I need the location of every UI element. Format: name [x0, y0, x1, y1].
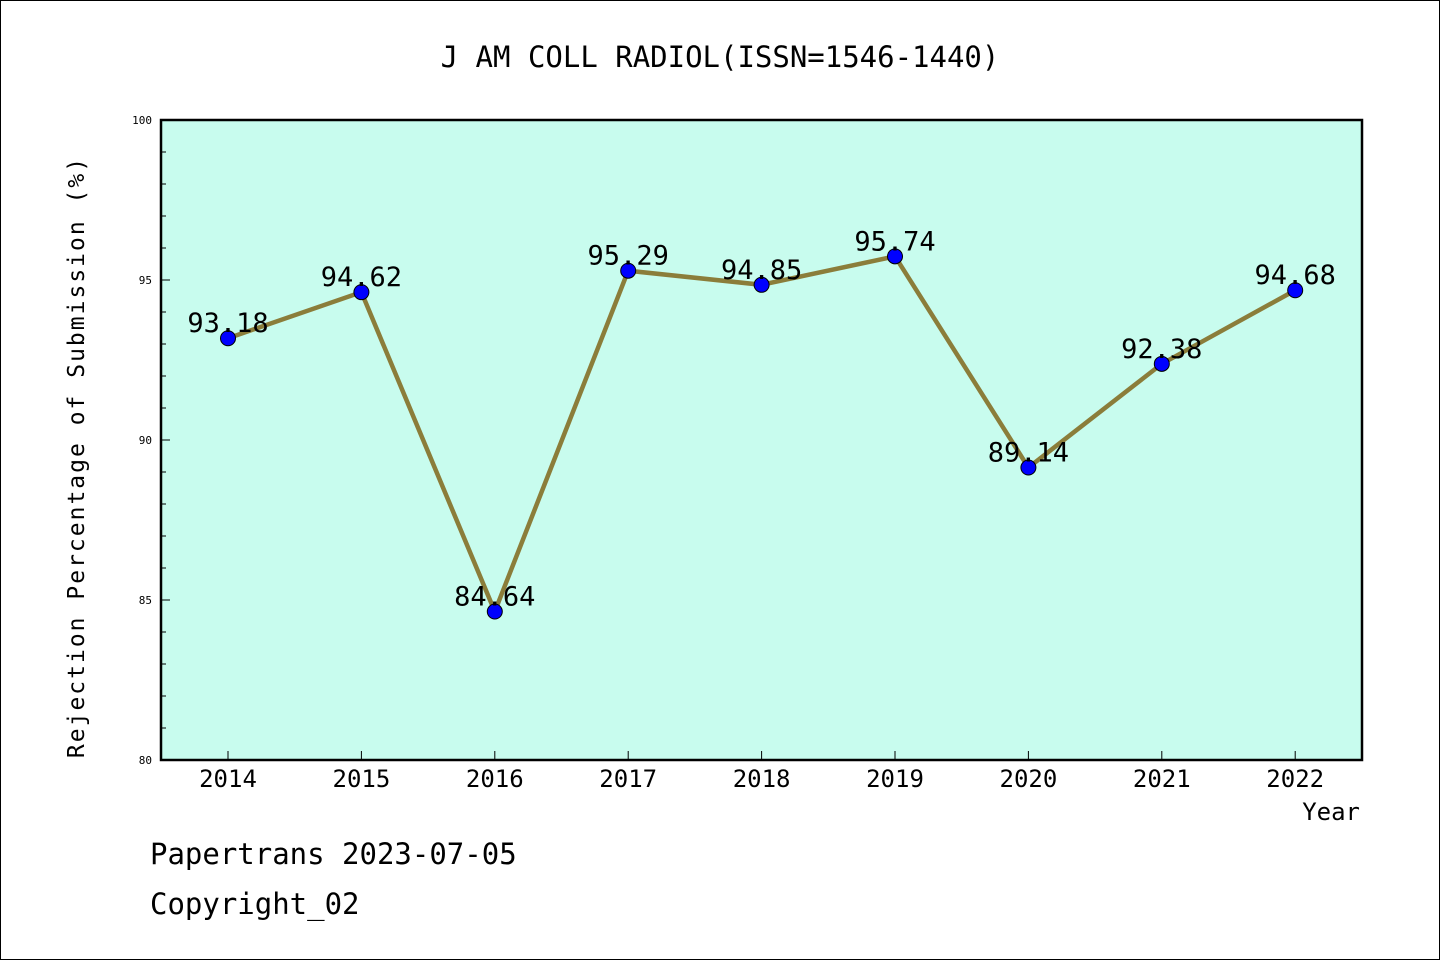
y-tick-label: 90 — [139, 434, 152, 447]
x-tick-label: 2019 — [866, 765, 924, 793]
y-axis-label: Rejection Percentage of Submission (%) — [64, 156, 90, 758]
data-point-marker — [1020, 459, 1037, 476]
series-markers — [220, 248, 1304, 620]
x-tick-label: 2022 — [1266, 765, 1324, 793]
data-point-marker — [620, 262, 637, 279]
x-tick-label: 2020 — [1000, 765, 1058, 793]
y-tick-label: 95 — [139, 274, 152, 287]
y-tick-label: 100 — [132, 114, 152, 127]
y-tick-label: 80 — [139, 754, 152, 767]
footer-date: Papertrans 2023-07-05 — [150, 837, 517, 871]
data-label: 94.85 — [721, 255, 802, 286]
plot-border — [159, 118, 1364, 762]
data-point-marker — [1287, 282, 1304, 299]
x-tick-label: 2021 — [1133, 765, 1191, 793]
data-labels: 93.18 94.62 84.64 95.29 94.85 95.74 89.14 92.38… — [187, 226, 1335, 612]
data-point-marker — [486, 603, 503, 620]
x-axis-label: Year — [1302, 798, 1360, 826]
data-label: 95.74 — [854, 226, 935, 257]
x-tick-label: 2018 — [733, 765, 791, 793]
data-point-marker — [753, 276, 770, 293]
x-tick-label: 2014 — [199, 765, 257, 793]
data-point-marker — [887, 248, 903, 265]
data-label: 93.18 — [187, 308, 268, 339]
chart-title: J AM COLL RADIOL(ISSN=1546-1440) — [441, 40, 1000, 74]
data-label: 92.38 — [1121, 334, 1202, 365]
x-axis-ticks: 2014 2015 2016 2017 2018 2019 2020 2021 2022 — [199, 751, 1324, 793]
plot-area — [161, 120, 1362, 760]
y-axis-ticks: 80 85 90 95 100 — [132, 114, 170, 767]
x-tick-label: 2015 — [333, 765, 391, 793]
data-label: 84.64 — [454, 582, 535, 613]
data-label: 94.68 — [1255, 260, 1336, 291]
x-tick-label: 2016 — [466, 765, 524, 793]
data-point-marker — [1153, 355, 1170, 372]
data-point-marker — [353, 284, 370, 301]
data-label: 89.14 — [988, 438, 1069, 469]
data-label: 94.62 — [321, 262, 402, 293]
footer-copyright: Copyright_02 — [150, 887, 360, 922]
y-tick-label: 85 — [139, 594, 152, 607]
data-point-marker — [220, 330, 236, 347]
x-tick-label: 2017 — [599, 765, 657, 793]
data-label: 95.29 — [588, 241, 669, 272]
